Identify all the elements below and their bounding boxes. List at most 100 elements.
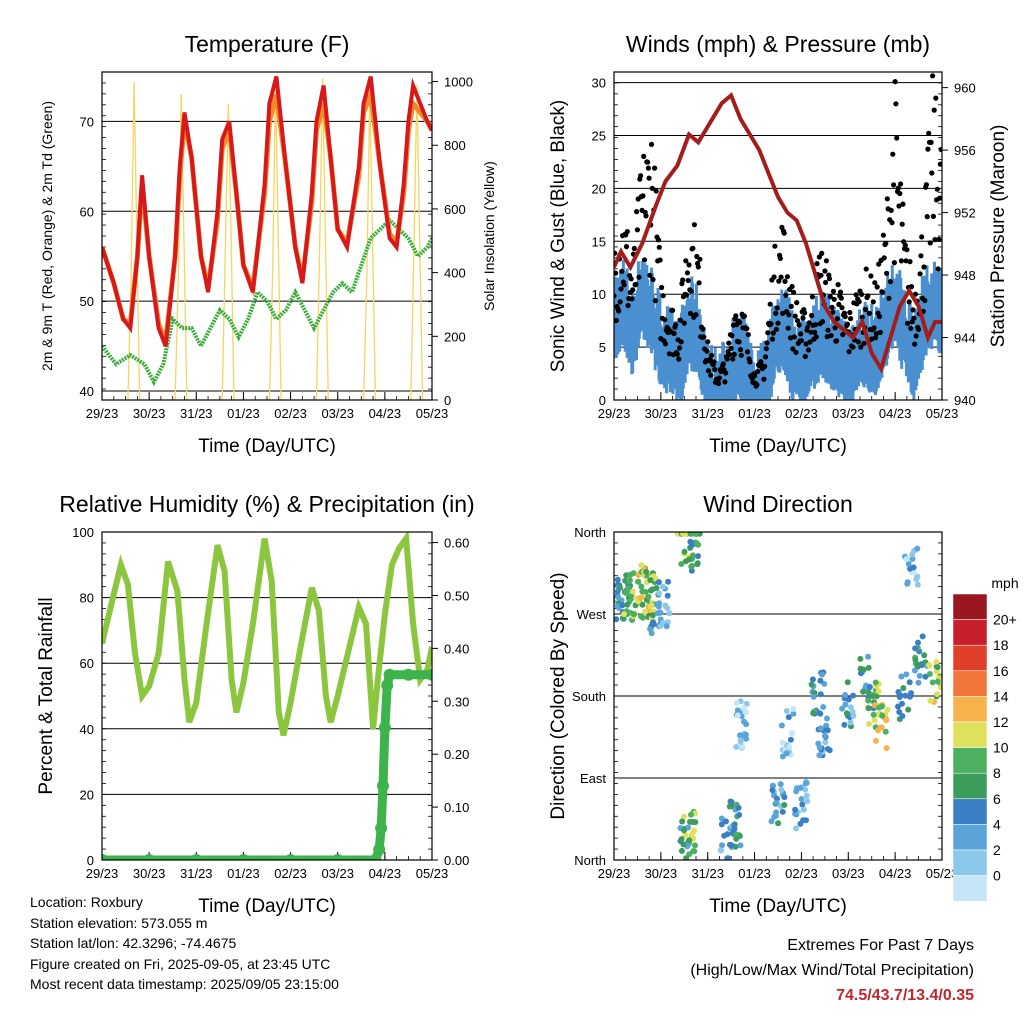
y-right-tick-label: 948: [954, 268, 976, 283]
direction-point: [692, 532, 699, 537]
gust-point: [912, 341, 918, 347]
direction-point: [785, 714, 792, 721]
gust-point: [892, 79, 898, 85]
gust-point: [745, 332, 751, 338]
direction-point: [839, 705, 846, 712]
gust-point: [904, 247, 910, 253]
direction-point: [816, 710, 823, 717]
direction-point: [817, 691, 824, 698]
direction-point: [737, 842, 744, 849]
gust-point: [898, 181, 904, 187]
direction-point: [910, 564, 917, 571]
gust-point: [866, 310, 873, 316]
y-tick-label: 70: [80, 114, 94, 129]
gust-point: [763, 346, 769, 352]
direction-point: [824, 715, 830, 722]
gust-point: [910, 307, 916, 313]
gust-point: [937, 195, 942, 201]
legend-swatch: [952, 721, 988, 748]
x-tick-label: 03/23: [321, 406, 354, 421]
gust-point: [730, 356, 736, 362]
gust-point: [873, 335, 879, 341]
extremes-box: Extremes For Past 7 Days (High/Low/Max W…: [690, 933, 974, 1008]
gust-point: [619, 268, 625, 274]
direction-point: [821, 732, 828, 739]
direction-point: [872, 679, 879, 686]
direction-point: [865, 697, 872, 704]
direction-point: [909, 555, 916, 562]
gust-point: [881, 255, 887, 261]
gust-point: [700, 326, 706, 332]
gust-point: [645, 159, 651, 165]
gust-point: [774, 305, 780, 311]
direction-point: [800, 806, 807, 813]
plot-frame: [613, 71, 943, 401]
direction-point: [847, 719, 854, 726]
gust-point: [631, 245, 637, 252]
gust-point: [894, 135, 900, 141]
gust-point: [773, 310, 779, 316]
direction-point: [693, 540, 700, 547]
y-right-tick-label: 600: [444, 202, 466, 217]
direction-point: [797, 820, 804, 827]
direction-point: [690, 848, 697, 855]
direction-point: [844, 679, 851, 686]
gust-point: [634, 209, 640, 215]
direction-point: [913, 576, 920, 583]
direction-point: [686, 556, 693, 563]
gust-point: [786, 312, 792, 318]
gust-point: [891, 260, 898, 266]
gust-point: [938, 146, 942, 153]
direction-point: [922, 673, 929, 680]
direction-point: [614, 616, 620, 623]
direction-point: [656, 590, 663, 597]
x-tick-label: 30/23: [645, 406, 678, 421]
gust-point: [844, 321, 851, 327]
gust-point: [922, 297, 928, 304]
gust-point: [683, 258, 689, 264]
direction-point: [681, 827, 688, 834]
plot-frame: [613, 531, 943, 861]
gust-point: [793, 349, 799, 355]
gust-point: [931, 107, 937, 113]
gust-point: [869, 336, 875, 342]
gust-point: [780, 310, 786, 316]
gust-point: [876, 313, 883, 320]
direction-point: [743, 735, 750, 742]
direction-point: [769, 787, 776, 794]
x-tick-label: 02/23: [785, 866, 818, 881]
series-rh-line: [102, 532, 432, 737]
gust-point: [659, 284, 665, 291]
gust-point: [868, 273, 874, 279]
direction-point: [883, 745, 890, 752]
y-right-tick-label: 0.40: [444, 641, 469, 656]
gust-point: [835, 282, 841, 288]
direction-point: [927, 697, 934, 704]
y-tick-label: East: [580, 771, 606, 786]
y-tick-label: 60: [80, 204, 94, 219]
direction-point: [630, 570, 637, 577]
gust-point: [842, 314, 848, 320]
legend-label: 18: [993, 637, 1009, 653]
direction-point: [666, 610, 673, 617]
gust-point: [761, 376, 767, 382]
x-axis-label: Time (Day/UTC): [198, 436, 336, 457]
gust-point: [918, 253, 924, 259]
direction-point: [912, 656, 919, 663]
direction-point: [896, 692, 903, 699]
gust-point: [930, 213, 937, 219]
x-tick-label: 04/23: [879, 866, 912, 881]
direction-point: [726, 803, 733, 810]
gust-point: [782, 278, 788, 284]
y-axis-label: Percent & Total Rainfall: [36, 597, 57, 794]
x-tick-label: 29/23: [86, 406, 119, 421]
plot-frame: [101, 531, 433, 861]
gust-point: [641, 153, 647, 159]
gust-point: [778, 274, 784, 280]
gust-point: [896, 203, 902, 209]
gust-point: [887, 279, 894, 285]
direction-point: [915, 679, 922, 686]
legend-swatch: [952, 696, 988, 723]
x-axis-label: Time (Day/UTC): [198, 896, 336, 917]
gust-point: [744, 349, 751, 355]
